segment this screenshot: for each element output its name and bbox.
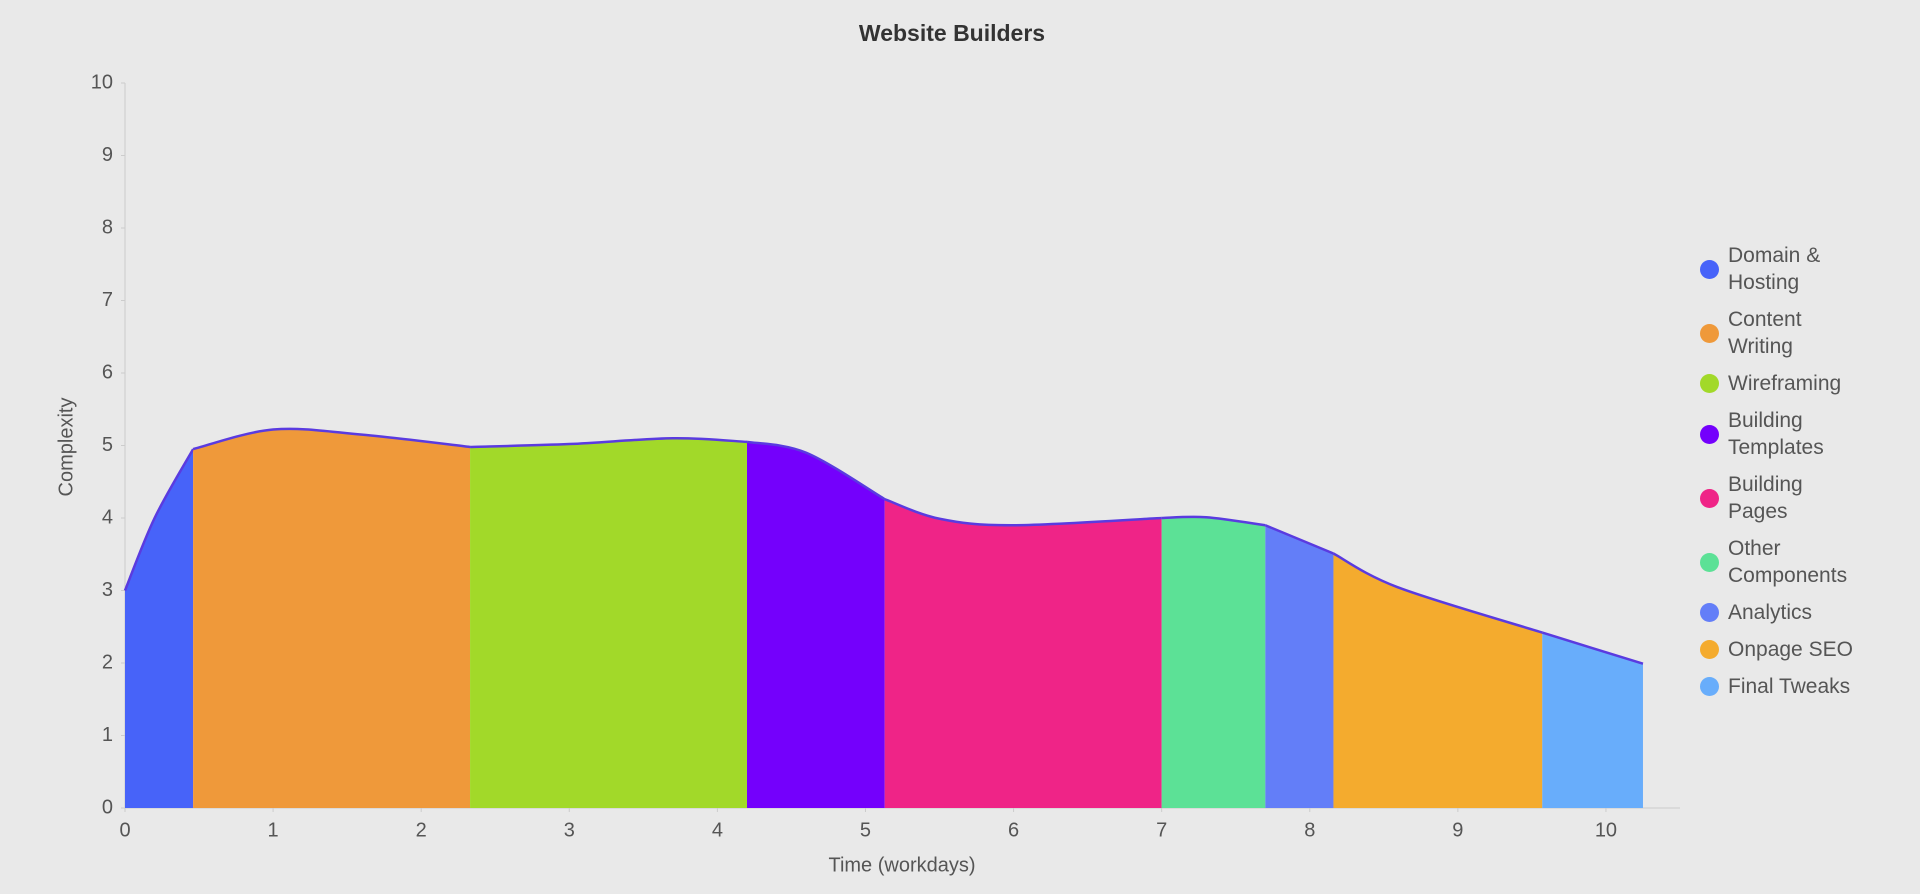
x-tick-label: 9 xyxy=(1452,819,1463,841)
chart-title: Website Builders xyxy=(859,20,1045,46)
legend-label: Domain & Hosting xyxy=(1728,244,1821,294)
y-tick-label: 10 xyxy=(91,71,113,93)
line xyxy=(884,497,1162,527)
x-tick-label: 1 xyxy=(268,819,279,841)
y-tick-label: 2 xyxy=(102,651,113,673)
y-tick-label: 8 xyxy=(102,216,113,238)
legend-item: Other Components xyxy=(1700,535,1870,589)
area xyxy=(193,428,471,808)
y-tick-label: 1 xyxy=(102,724,113,746)
line xyxy=(1541,631,1644,665)
line xyxy=(1161,515,1266,527)
area xyxy=(747,441,885,808)
legend-label: Wireframing xyxy=(1728,372,1842,395)
legend-label: Onpage SEO xyxy=(1728,638,1853,661)
line xyxy=(470,436,748,449)
legend-swatch xyxy=(1700,424,1719,444)
legend-label: Building Templates xyxy=(1728,409,1824,459)
x-tick-label: 5 xyxy=(860,819,871,841)
y-tick-label: 5 xyxy=(102,434,113,456)
area xyxy=(125,449,194,808)
y-tick-label: 6 xyxy=(102,361,113,383)
legend-swatch xyxy=(1700,603,1719,622)
x-tick-label: 10 xyxy=(1595,819,1617,841)
x-tick-label: 6 xyxy=(1008,819,1019,841)
legend-item: Content Writing xyxy=(1700,306,1870,360)
legend-label: Building Pages xyxy=(1728,473,1803,523)
y-tick-label: 0 xyxy=(102,796,113,818)
x-tick-label: 3 xyxy=(564,819,575,841)
area xyxy=(1265,525,1334,808)
line xyxy=(746,440,886,501)
legend-label: Final Tweaks xyxy=(1728,675,1851,698)
legend-swatch xyxy=(1700,677,1719,696)
area xyxy=(470,438,747,808)
legend: Domain & Hosting Content Writing Wireframi… xyxy=(1700,242,1870,700)
legend-swatch xyxy=(1700,323,1719,343)
area xyxy=(1161,516,1266,808)
legend-label: Other Components xyxy=(1728,537,1848,587)
legend-label: Analytics xyxy=(1728,601,1813,624)
legend-swatch xyxy=(1700,488,1719,508)
legend-item: Onpage SEO xyxy=(1700,636,1870,663)
y-tick-label: 9 xyxy=(102,144,113,166)
x-tick-label: 8 xyxy=(1304,819,1315,841)
x-tick-label: 4 xyxy=(712,819,723,841)
legend-item: Wireframing xyxy=(1700,370,1870,397)
x-tick-label: 0 xyxy=(119,819,130,841)
legend-swatch xyxy=(1700,259,1719,279)
line xyxy=(1332,552,1543,634)
y-tick-label: 4 xyxy=(102,506,113,528)
y-axis-label: Complexity xyxy=(55,398,77,497)
x-axis-label: Time (workdays) xyxy=(828,854,975,876)
legend-item: Final Tweaks xyxy=(1700,673,1870,700)
x-tick-label: 2 xyxy=(416,819,427,841)
line xyxy=(123,448,195,591)
legend-swatch xyxy=(1700,640,1719,659)
legend-swatch xyxy=(1700,552,1719,572)
y-tick-label: 7 xyxy=(102,289,113,311)
legend-item: Domain & Hosting xyxy=(1700,242,1870,296)
line xyxy=(1264,524,1334,555)
x-tick-label: 7 xyxy=(1156,819,1167,841)
legend-item: Building Templates xyxy=(1700,407,1870,461)
y-tick-label: 3 xyxy=(102,579,113,601)
area xyxy=(884,499,1162,808)
legend-swatch xyxy=(1700,374,1719,393)
legend-label: Content Writing xyxy=(1728,308,1802,358)
legend-item: Building Pages xyxy=(1700,471,1870,525)
line xyxy=(192,427,471,451)
legend-item: Analytics xyxy=(1700,599,1870,626)
area xyxy=(1542,632,1643,808)
area xyxy=(1333,553,1543,808)
